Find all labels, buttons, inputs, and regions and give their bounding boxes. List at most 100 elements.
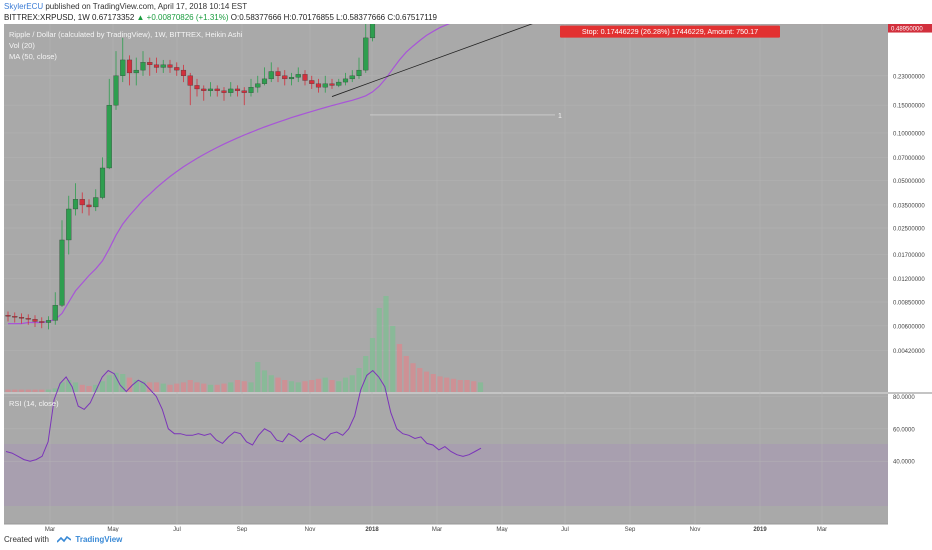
- price-tick-label: 0.02500000: [893, 227, 925, 233]
- volume-bar: [133, 380, 139, 392]
- volume-bar: [207, 384, 214, 392]
- candle-body: [59, 239, 65, 306]
- author-link[interactable]: SkylerECU: [4, 2, 44, 11]
- candle: [167, 59, 173, 73]
- candle: [140, 51, 146, 76]
- volume-bar: [180, 382, 187, 392]
- candle-body: [32, 319, 38, 322]
- candle-body: [93, 197, 99, 208]
- candle-body: [369, 24, 376, 39]
- candle-body: [12, 316, 18, 318]
- candle-body: [153, 64, 160, 68]
- candle: [160, 59, 166, 73]
- candle-body: [282, 75, 288, 80]
- candle: [133, 57, 139, 86]
- candle-body: [315, 83, 322, 88]
- time-tick-label: Mar: [817, 527, 827, 532]
- price-tick-label: 0.10000000: [893, 131, 925, 137]
- volume-bar: [477, 382, 484, 392]
- candle: [79, 192, 85, 214]
- volume-bar: [153, 382, 160, 392]
- candle-body: [120, 59, 126, 76]
- candle-body: [72, 199, 79, 210]
- candle: [255, 75, 261, 93]
- volume-bar: [383, 296, 389, 392]
- candle: [268, 62, 274, 83]
- candle-body: [248, 87, 254, 93]
- candle: [25, 314, 31, 325]
- candle: [282, 70, 288, 86]
- volume-bars: [5, 296, 484, 392]
- stop-label-box: [560, 25, 780, 38]
- candle: [32, 315, 38, 328]
- rsi-band: [4, 444, 888, 506]
- volume-bar: [457, 380, 463, 392]
- volume-bar: [363, 356, 369, 392]
- volume-bar: [349, 375, 355, 392]
- volume-bar: [417, 368, 423, 392]
- candle-body: [201, 88, 207, 91]
- tradingview-brand[interactable]: TradingView: [75, 535, 123, 544]
- volume-bar: [336, 381, 342, 392]
- candle-body: [174, 67, 180, 71]
- candle-body: [106, 104, 112, 169]
- price-tick-label: 0.23000000: [893, 74, 925, 80]
- volume-bar: [106, 375, 112, 392]
- candle: [39, 317, 45, 329]
- tradingview-logo-icon: [57, 536, 72, 543]
- candle-body: [167, 64, 173, 68]
- volume-bar: [403, 356, 409, 392]
- price-marker: [888, 24, 932, 33]
- candle-body: [133, 69, 139, 74]
- time-tick-label: Sep: [237, 527, 248, 532]
- candle-body: [18, 317, 25, 319]
- volume-bar: [25, 389, 31, 392]
- candle: [12, 312, 18, 323]
- candle-body: [5, 315, 11, 317]
- volume-bar: [322, 377, 328, 392]
- candle: [113, 51, 119, 110]
- price-chart[interactable]: 00.6180.7861 Target: 0.82603771 (124.41%…: [0, 24, 932, 532]
- candle-body: [79, 199, 85, 206]
- price-tick-label: 0.07000000: [893, 156, 925, 162]
- volume-bar: [390, 326, 396, 392]
- time-tick-label: 2019: [753, 527, 767, 532]
- candle: [356, 57, 362, 79]
- candle: [309, 75, 315, 89]
- price-axis: 0.23000000 0.15000000 0.10000000 0.07000000…: [888, 24, 932, 466]
- candle-body: [275, 71, 281, 76]
- candle-body: [241, 90, 247, 93]
- candle: [228, 82, 234, 97]
- candle-body: [288, 77, 295, 80]
- trendlines: [331, 24, 533, 97]
- volume-bar: [437, 376, 443, 392]
- candle-body: [342, 78, 349, 83]
- symbol-label: BITTREX:XRPUSD, 1W: [4, 13, 90, 22]
- candle-body: [25, 318, 31, 320]
- time-tick-label: Sep: [625, 527, 636, 532]
- candle: [86, 199, 92, 216]
- candle-body: [228, 88, 234, 93]
- volume-bar: [167, 384, 173, 392]
- volume-bar: [444, 377, 450, 392]
- candle-body: [322, 83, 328, 88]
- candle: [221, 87, 227, 101]
- rsi-tick-label: 80.0000: [893, 395, 915, 401]
- candle-body: [336, 81, 342, 86]
- time-tick-label: Mar: [45, 527, 55, 532]
- volume-bar: [18, 389, 25, 392]
- volume-bar: [72, 382, 79, 392]
- candle: [66, 195, 72, 255]
- volume-bar: [315, 378, 322, 392]
- volume-bar: [194, 382, 200, 392]
- volume-bar: [214, 384, 220, 392]
- candle: [288, 72, 295, 86]
- candle-body: [261, 78, 268, 84]
- volume-bar: [99, 381, 106, 392]
- volume-bar: [275, 377, 281, 392]
- volume-bar: [45, 389, 52, 392]
- candle: [248, 78, 254, 97]
- candle-body: [52, 305, 58, 321]
- volume-bar: [241, 381, 247, 392]
- rsi-line-path: [5, 369, 482, 462]
